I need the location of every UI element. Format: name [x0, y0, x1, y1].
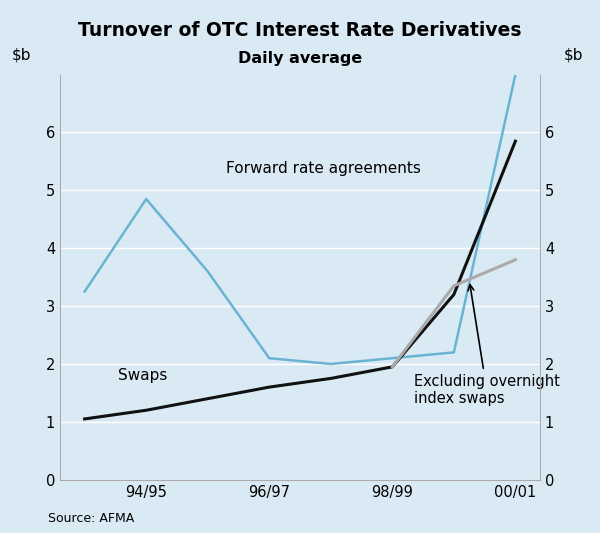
- Text: $b: $b: [564, 47, 583, 62]
- Text: Forward rate agreements: Forward rate agreements: [226, 161, 421, 176]
- Text: Source: AFMA: Source: AFMA: [48, 512, 134, 525]
- Text: Daily average: Daily average: [238, 51, 362, 66]
- Text: $b: $b: [12, 47, 32, 62]
- Text: Swaps: Swaps: [118, 368, 168, 383]
- Text: Turnover of OTC Interest Rate Derivatives: Turnover of OTC Interest Rate Derivative…: [78, 21, 522, 41]
- Text: Excluding overnight
index swaps: Excluding overnight index swaps: [414, 285, 560, 406]
